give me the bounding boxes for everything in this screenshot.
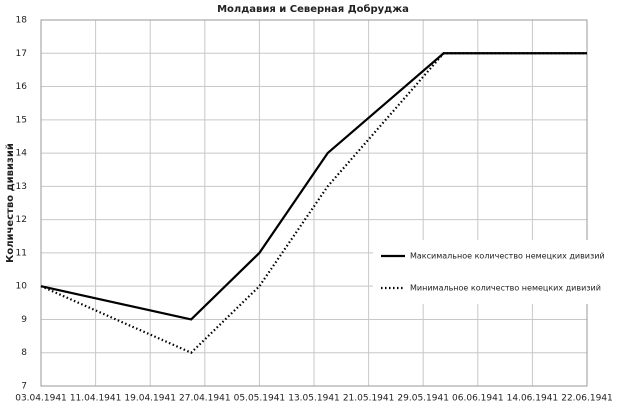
legend-label: Максимальное количество немецких дивизий bbox=[410, 252, 605, 261]
y-tick-label: 11 bbox=[16, 248, 27, 258]
y-tick-label: 7 bbox=[21, 382, 27, 392]
plot-border bbox=[40, 19, 588, 387]
y-axis-label: Количество дивизий bbox=[5, 143, 16, 263]
y-tick-label: 16 bbox=[16, 82, 28, 92]
x-tick-label: 19.04.1941 bbox=[124, 394, 176, 404]
y-tick-label: 18 bbox=[16, 16, 28, 26]
y-tick-label: 10 bbox=[16, 282, 28, 292]
y-tick-label: 17 bbox=[16, 49, 27, 59]
x-tick-label: 27.04.1941 bbox=[179, 394, 231, 404]
x-tick-label: 05.05.1941 bbox=[234, 394, 286, 404]
series-line bbox=[40, 52, 587, 355]
y-tick-label: 9 bbox=[21, 315, 27, 325]
x-tick-label: 14.06.1941 bbox=[507, 394, 559, 404]
x-tick-label: 21.05.1941 bbox=[343, 394, 395, 404]
x-tick-label: 03.04.1941 bbox=[15, 394, 67, 404]
x-tick-label: 29.05.1941 bbox=[397, 394, 449, 404]
y-tick-label: 12 bbox=[16, 215, 27, 225]
x-tick-label: 06.06.1941 bbox=[452, 394, 504, 404]
legend-label: Минимальное количество немецких дивизий bbox=[410, 284, 601, 293]
x-tick-label: 13.05.1941 bbox=[288, 394, 340, 404]
y-tick-label: 8 bbox=[21, 348, 27, 358]
y-tick-label: 14 bbox=[16, 149, 28, 159]
chart-title: Молдавия и Северная Добруджа bbox=[217, 3, 409, 15]
x-tick-label: 22.06.1941 bbox=[561, 394, 613, 404]
legend-box bbox=[373, 240, 599, 304]
y-tick-label: 15 bbox=[16, 115, 27, 125]
x-tick-label: 11.04.1941 bbox=[70, 394, 122, 404]
y-tick-label: 13 bbox=[16, 182, 27, 192]
